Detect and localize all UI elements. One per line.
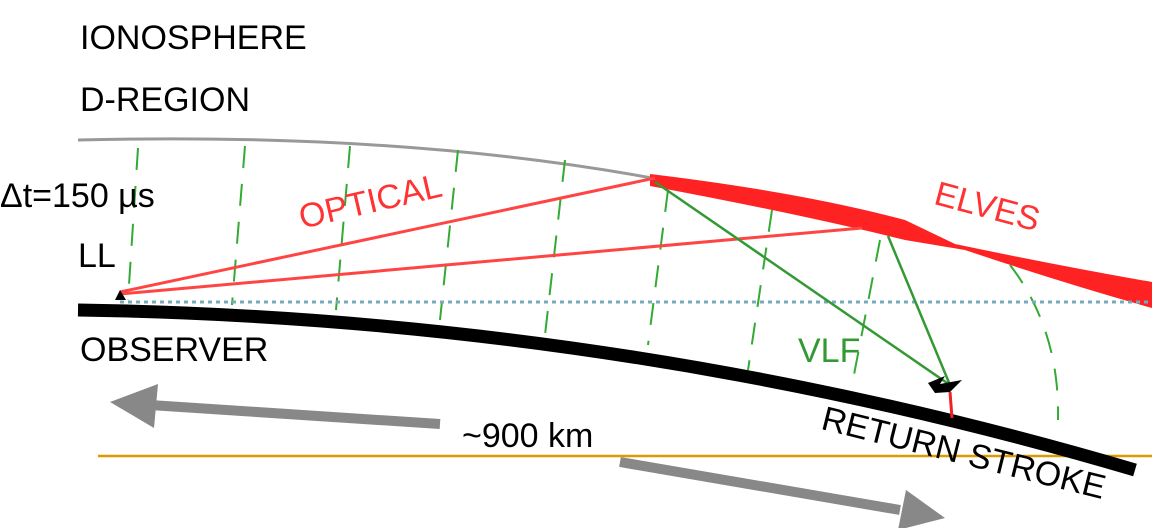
diagram: IONOSPHERE D-REGION Δt=150 µs LL OPTICAL… [0,0,1152,528]
label: ~900 km [462,417,593,455]
label: IONOSPHERE [80,19,307,57]
ionosphere-boundary [78,139,652,178]
label: ELVES [931,175,1044,239]
label: VLF [798,332,860,370]
field-lines [128,146,1058,420]
label: D-REGION [80,81,250,119]
optical-ray [120,228,862,294]
label: OBSERVER [80,331,268,369]
label: Δt=150 µs [0,177,155,215]
label: LL [78,237,116,275]
storm-cloud [928,376,962,393]
return-stroke [950,392,952,418]
